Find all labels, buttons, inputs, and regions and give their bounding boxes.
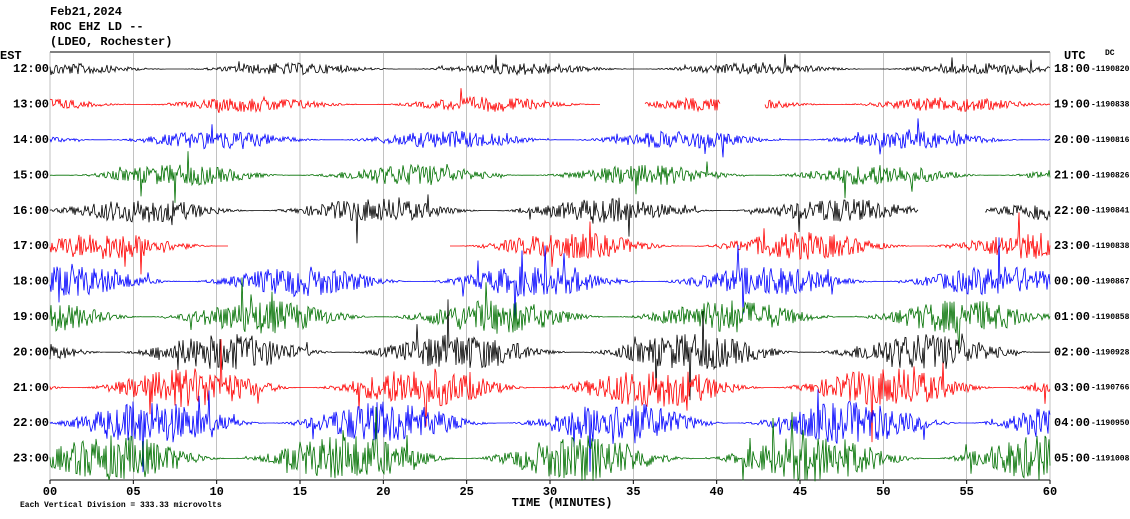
est-label: 14:00 xyxy=(13,133,49,147)
est-label: 22:00 xyxy=(13,416,49,430)
utc-label: 04:00 xyxy=(1054,416,1090,430)
x-title: TIME (MINUTES) xyxy=(512,496,613,510)
x-tick-label: 15 xyxy=(293,485,307,499)
est-label: 12:00 xyxy=(13,62,49,76)
x-tick-label: 35 xyxy=(626,485,640,499)
est-label: 19:00 xyxy=(13,310,49,324)
header-line: (LDEO, Rochester) xyxy=(50,35,172,49)
trace xyxy=(644,96,721,113)
dc-label: DC xyxy=(1105,49,1115,58)
utc-label: 21:00 xyxy=(1054,168,1090,182)
est-label: 18:00 xyxy=(13,275,49,289)
trace xyxy=(764,97,1051,112)
est-label: 20:00 xyxy=(13,345,49,359)
est-label: 17:00 xyxy=(13,239,49,253)
header-line: Feb21,2024 xyxy=(50,5,122,19)
x-tick-label: 40 xyxy=(709,485,723,499)
trace xyxy=(49,277,1051,350)
trace xyxy=(49,234,228,275)
dc-value: -1190826 xyxy=(1091,171,1130,180)
x-tick-label: 10 xyxy=(209,485,223,499)
x-tick-label: 50 xyxy=(876,485,890,499)
trace xyxy=(49,339,1051,443)
trace xyxy=(450,212,1051,267)
x-tick-label: 20 xyxy=(376,485,390,499)
est-label: 23:00 xyxy=(13,452,49,466)
dc-value: -1190820 xyxy=(1091,65,1130,74)
dc-value: -1190858 xyxy=(1091,313,1130,322)
right-zone: UTC xyxy=(1064,49,1086,63)
trace xyxy=(49,118,1051,158)
left-zone: EST xyxy=(0,49,22,63)
dc-value: -1190766 xyxy=(1091,384,1130,393)
x-tick-label: 25 xyxy=(459,485,473,499)
dc-value: -1191008 xyxy=(1091,455,1130,464)
utc-label: 23:00 xyxy=(1054,239,1090,253)
utc-label: 03:00 xyxy=(1054,381,1090,395)
trace xyxy=(49,54,1051,76)
est-label: 16:00 xyxy=(13,204,49,218)
trace xyxy=(49,299,1051,401)
dc-value: -1190838 xyxy=(1091,101,1130,110)
utc-label: 20:00 xyxy=(1054,133,1090,147)
dc-value: -1190816 xyxy=(1091,136,1130,145)
trace xyxy=(49,88,600,113)
trace xyxy=(49,389,1051,473)
dc-value: -1190928 xyxy=(1091,348,1130,357)
x-tick-label: 30 xyxy=(543,485,557,499)
trace xyxy=(49,194,919,244)
header-line: ROC EHZ LD -- xyxy=(50,20,144,34)
dc-value: -1190841 xyxy=(1091,207,1130,216)
dc-value: -1190950 xyxy=(1091,419,1130,428)
utc-label: 18:00 xyxy=(1054,62,1090,76)
trace xyxy=(49,237,1051,323)
est-label: 21:00 xyxy=(13,381,49,395)
trace xyxy=(49,406,1051,482)
dc-value: -1190867 xyxy=(1091,278,1130,287)
utc-label: 19:00 xyxy=(1054,98,1090,112)
est-label: 15:00 xyxy=(13,168,49,182)
est-label: 13:00 xyxy=(13,98,49,112)
dc-value: -1190838 xyxy=(1091,242,1130,251)
x-tick-label: 55 xyxy=(959,485,973,499)
utc-label: 00:00 xyxy=(1054,275,1090,289)
x-tick-label: 00 xyxy=(43,485,57,499)
utc-label: 01:00 xyxy=(1054,310,1090,324)
utc-label: 02:00 xyxy=(1054,345,1090,359)
x-tick-label: 60 xyxy=(1043,485,1057,499)
x-tick-label: 05 xyxy=(126,485,140,499)
utc-label: 05:00 xyxy=(1054,452,1090,466)
footer: Each Vertical Division = 333.33 microvol… xyxy=(20,501,222,510)
trace xyxy=(49,151,1051,203)
utc-label: 22:00 xyxy=(1054,204,1090,218)
trace xyxy=(984,204,1051,221)
x-tick-label: 45 xyxy=(793,485,807,499)
